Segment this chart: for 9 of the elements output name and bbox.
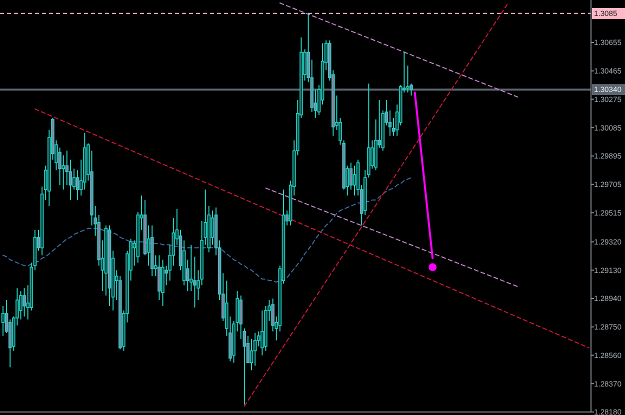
candlestick bbox=[260, 310, 264, 356]
candlestick bbox=[22, 288, 26, 317]
candlestick bbox=[210, 210, 214, 246]
candlestick bbox=[352, 165, 356, 196]
candlestick bbox=[158, 254, 161, 301]
line-series bbox=[2, 177, 412, 283]
candlestick bbox=[253, 332, 257, 366]
candlestick bbox=[62, 154, 65, 190]
candlestick bbox=[1, 306, 5, 336]
